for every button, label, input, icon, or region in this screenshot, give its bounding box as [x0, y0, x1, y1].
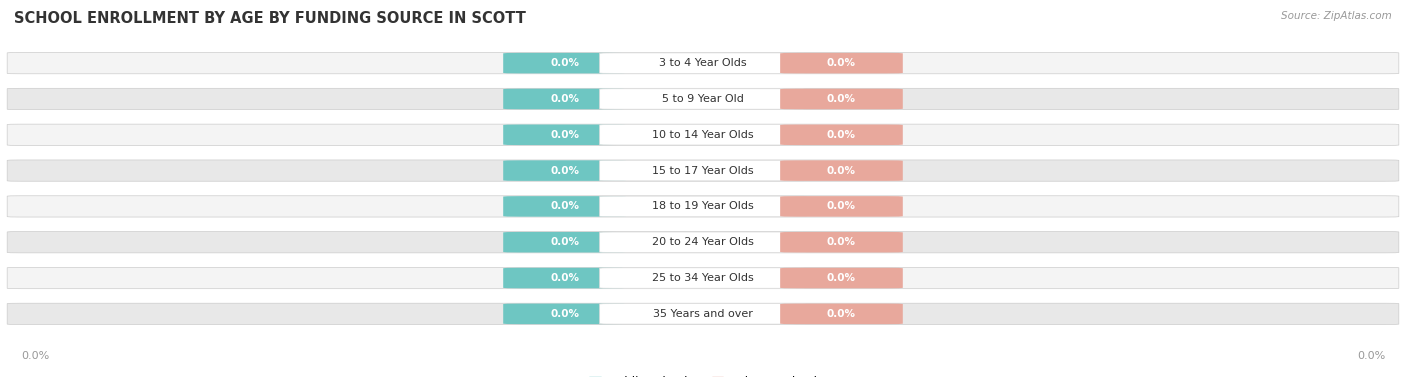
FancyBboxPatch shape	[503, 124, 626, 145]
Text: 0.0%: 0.0%	[827, 201, 856, 211]
FancyBboxPatch shape	[503, 268, 626, 288]
Legend: Public School, Private School: Public School, Private School	[589, 376, 817, 377]
FancyBboxPatch shape	[780, 160, 903, 181]
FancyBboxPatch shape	[503, 53, 626, 74]
FancyBboxPatch shape	[599, 196, 806, 217]
Text: 35 Years and over: 35 Years and over	[652, 309, 754, 319]
FancyBboxPatch shape	[7, 196, 1399, 217]
Text: 20 to 24 Year Olds: 20 to 24 Year Olds	[652, 237, 754, 247]
Text: 0.0%: 0.0%	[550, 273, 579, 283]
Text: 0.0%: 0.0%	[550, 94, 579, 104]
FancyBboxPatch shape	[7, 88, 1399, 110]
Text: 0.0%: 0.0%	[550, 130, 579, 140]
FancyBboxPatch shape	[503, 196, 626, 217]
Text: SCHOOL ENROLLMENT BY AGE BY FUNDING SOURCE IN SCOTT: SCHOOL ENROLLMENT BY AGE BY FUNDING SOUR…	[14, 11, 526, 26]
FancyBboxPatch shape	[599, 160, 806, 181]
FancyBboxPatch shape	[7, 267, 1399, 289]
FancyBboxPatch shape	[780, 268, 903, 288]
Text: 0.0%: 0.0%	[550, 309, 579, 319]
FancyBboxPatch shape	[7, 124, 1399, 146]
FancyBboxPatch shape	[599, 232, 806, 253]
Text: 18 to 19 Year Olds: 18 to 19 Year Olds	[652, 201, 754, 211]
FancyBboxPatch shape	[780, 89, 903, 109]
Text: 0.0%: 0.0%	[1357, 351, 1385, 362]
FancyBboxPatch shape	[780, 124, 903, 145]
Text: 25 to 34 Year Olds: 25 to 34 Year Olds	[652, 273, 754, 283]
FancyBboxPatch shape	[780, 196, 903, 217]
FancyBboxPatch shape	[503, 160, 626, 181]
Text: 0.0%: 0.0%	[550, 201, 579, 211]
FancyBboxPatch shape	[599, 89, 806, 109]
Text: 15 to 17 Year Olds: 15 to 17 Year Olds	[652, 166, 754, 176]
Text: 0.0%: 0.0%	[827, 166, 856, 176]
FancyBboxPatch shape	[7, 160, 1399, 181]
FancyBboxPatch shape	[599, 53, 806, 74]
FancyBboxPatch shape	[780, 232, 903, 253]
Text: 3 to 4 Year Olds: 3 to 4 Year Olds	[659, 58, 747, 68]
Text: 0.0%: 0.0%	[827, 237, 856, 247]
Text: 0.0%: 0.0%	[550, 58, 579, 68]
FancyBboxPatch shape	[503, 232, 626, 253]
Text: 10 to 14 Year Olds: 10 to 14 Year Olds	[652, 130, 754, 140]
Text: 0.0%: 0.0%	[827, 94, 856, 104]
FancyBboxPatch shape	[599, 303, 806, 324]
FancyBboxPatch shape	[599, 124, 806, 145]
Text: 0.0%: 0.0%	[827, 58, 856, 68]
Text: Source: ZipAtlas.com: Source: ZipAtlas.com	[1281, 11, 1392, 21]
FancyBboxPatch shape	[7, 303, 1399, 325]
FancyBboxPatch shape	[7, 52, 1399, 74]
FancyBboxPatch shape	[503, 89, 626, 109]
FancyBboxPatch shape	[7, 231, 1399, 253]
FancyBboxPatch shape	[780, 53, 903, 74]
Text: 0.0%: 0.0%	[550, 166, 579, 176]
Text: 5 to 9 Year Old: 5 to 9 Year Old	[662, 94, 744, 104]
FancyBboxPatch shape	[599, 268, 806, 288]
Text: 0.0%: 0.0%	[21, 351, 49, 362]
Text: 0.0%: 0.0%	[827, 273, 856, 283]
FancyBboxPatch shape	[780, 303, 903, 324]
Text: 0.0%: 0.0%	[827, 130, 856, 140]
Text: 0.0%: 0.0%	[827, 309, 856, 319]
FancyBboxPatch shape	[503, 303, 626, 324]
Text: 0.0%: 0.0%	[550, 237, 579, 247]
